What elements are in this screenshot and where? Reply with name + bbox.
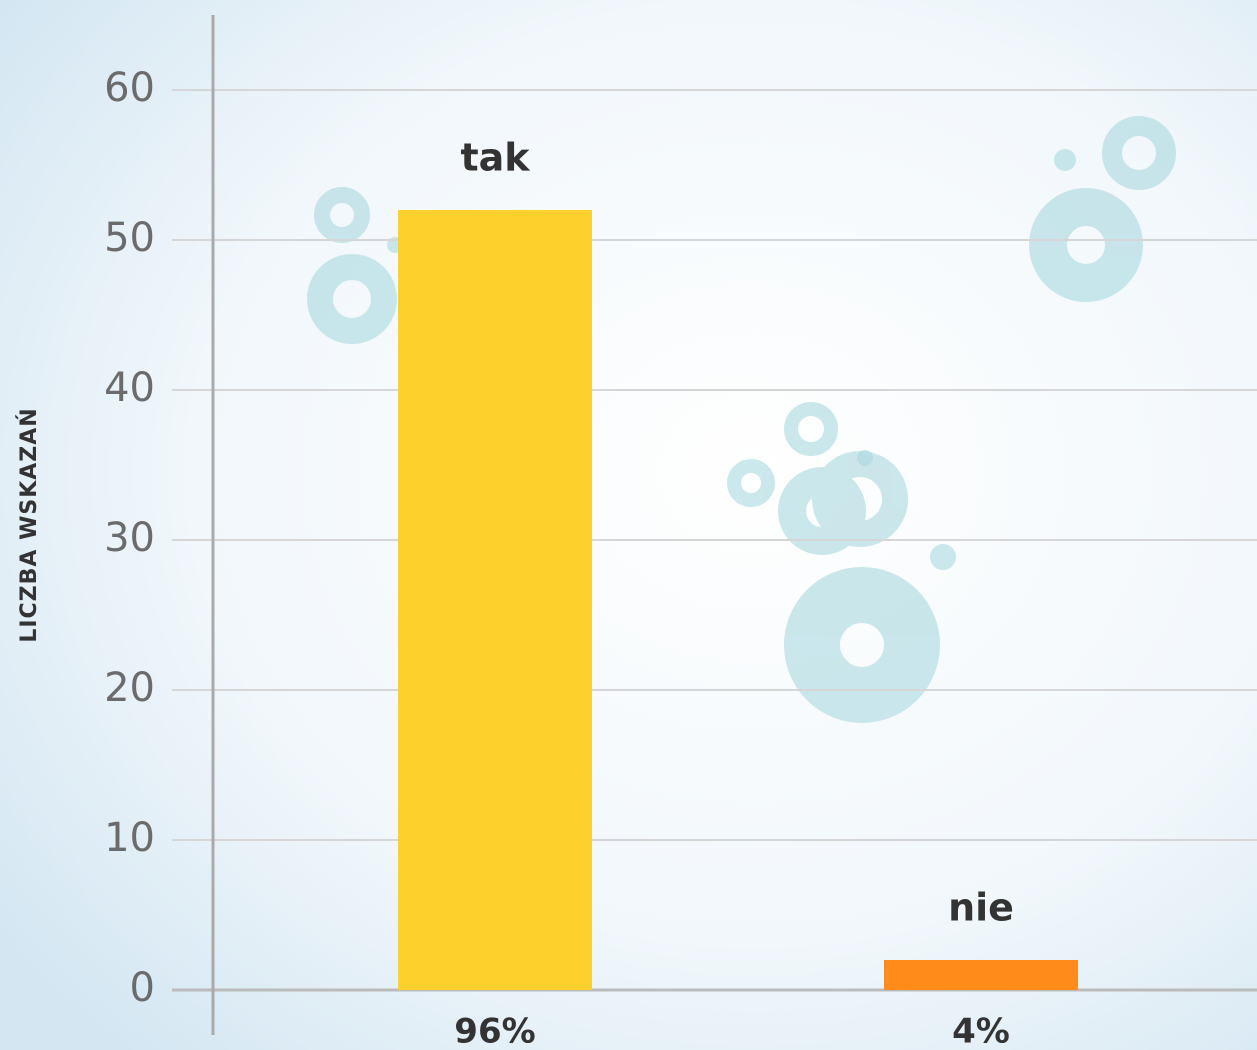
- decoration: [307, 116, 1176, 723]
- x-tick-label: 96%: [454, 1012, 535, 1050]
- bar: [884, 960, 1078, 990]
- bar: [398, 210, 592, 990]
- y-axis-label: LICZBA WSKAZAŃ: [16, 407, 42, 642]
- y-tick-label: 10: [104, 815, 155, 861]
- y-tick-label: 50: [104, 215, 155, 261]
- bar-category-label: nie: [948, 886, 1014, 930]
- y-tick-label: 40: [104, 365, 155, 411]
- y-tick-label: 0: [130, 965, 155, 1011]
- y-tick-label: 20: [104, 665, 155, 711]
- y-tick-label: 60: [104, 65, 155, 111]
- y-tick-label: 30: [104, 515, 155, 561]
- x-tick-label: 4%: [952, 1012, 1010, 1050]
- bar-category-label: tak: [460, 136, 530, 180]
- plot: 0 10 20 30 40 50 60 tak 96% nie 4%: [104, 65, 1257, 1050]
